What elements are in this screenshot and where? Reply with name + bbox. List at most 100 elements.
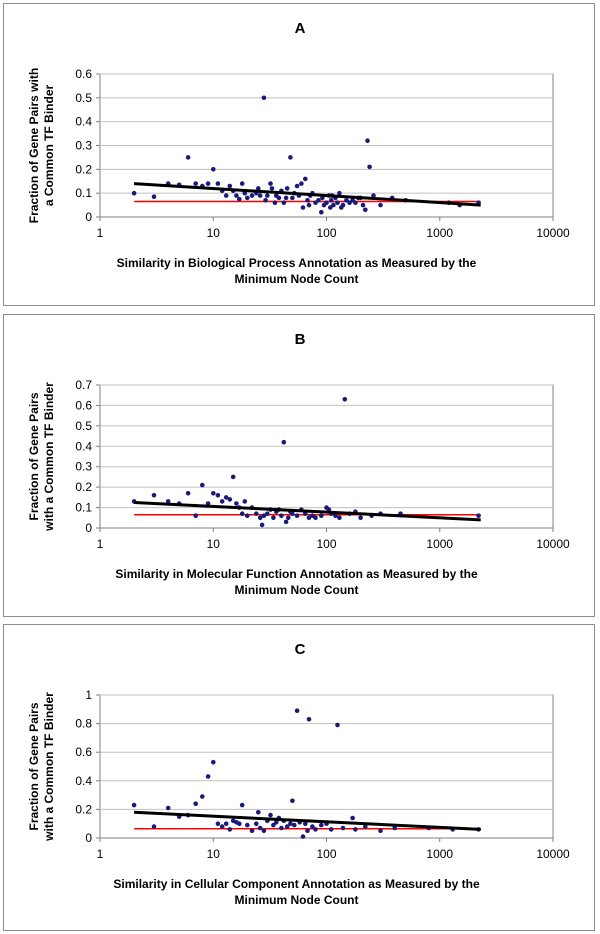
x-axis-label: Minimum Node Count	[235, 583, 359, 597]
data-point	[363, 824, 368, 829]
x-tick-label: 10	[207, 226, 221, 240]
y-axis-label: Fraction of Gene Pairs	[27, 392, 41, 520]
data-point	[290, 511, 295, 516]
x-tick-label: 1	[97, 226, 104, 240]
y-tick-label: 1	[85, 688, 92, 702]
data-point	[331, 202, 336, 208]
x-tick-label: 10000	[536, 226, 570, 240]
data-point	[185, 491, 191, 496]
data-point	[223, 193, 229, 198]
x-tick-label: 100	[316, 226, 336, 240]
y-tick-label: 0.4	[75, 439, 92, 453]
x-tick-label: 100	[316, 537, 336, 551]
trend-line	[133, 182, 481, 207]
y-tick-label: 0.6	[75, 398, 92, 412]
data-point	[200, 482, 205, 488]
data-point	[360, 202, 366, 208]
data-point	[265, 511, 270, 516]
data-point	[131, 802, 137, 808]
data-point	[215, 181, 221, 186]
data-point	[274, 820, 279, 825]
x-tick-label: 1	[97, 847, 104, 861]
data-point	[310, 824, 315, 829]
chart-c-svg: C 0 0.2 0.4 0.6 0.8 1 1 10 100 1000 10000 Fraction …	[27, 641, 570, 907]
data-point	[237, 196, 242, 202]
data-point	[371, 193, 376, 198]
data-point	[239, 181, 245, 186]
data-point	[254, 821, 259, 826]
data-point	[305, 828, 310, 834]
data-point	[215, 821, 221, 826]
data-point	[215, 493, 221, 498]
data-point	[313, 515, 318, 521]
data-point	[249, 828, 255, 834]
data-point	[319, 513, 324, 518]
data-point	[211, 491, 216, 496]
y-tick-label: 0.2	[75, 802, 92, 816]
data-point	[259, 522, 265, 528]
data-point	[230, 474, 236, 480]
data-point	[242, 499, 248, 504]
data-point	[300, 834, 306, 839]
data-point	[319, 209, 324, 215]
data-point	[271, 515, 276, 521]
x-tick-label: 10000	[536, 537, 570, 551]
data-point	[288, 821, 293, 826]
data-point	[476, 513, 481, 518]
data-point	[239, 802, 245, 808]
data-point	[211, 167, 216, 172]
data-point	[211, 759, 216, 765]
data-point	[245, 822, 250, 828]
y-tick-label: 0	[85, 831, 92, 845]
data-point	[337, 515, 342, 521]
data-point	[234, 501, 239, 506]
plot-area	[99, 694, 554, 839]
data-point	[234, 193, 239, 198]
y-tick-label: 0.3	[75, 460, 92, 474]
data-point	[151, 493, 157, 498]
data-point	[288, 155, 293, 160]
data-point	[286, 515, 291, 521]
y-axis-label: a Common TF Binder	[42, 85, 56, 207]
y-tick-label: 0	[85, 521, 92, 535]
data-point	[378, 202, 383, 208]
y-tick-label: 0.7	[75, 378, 92, 392]
data-point	[265, 193, 270, 198]
data-point	[335, 722, 340, 728]
data-point	[367, 164, 372, 170]
y-tick-label: 0.5	[75, 419, 92, 433]
data-point	[279, 513, 284, 518]
y-tick-label: 0.4	[75, 115, 92, 129]
data-point	[219, 824, 225, 829]
data-point	[261, 828, 267, 834]
data-point	[337, 190, 342, 196]
chart-c-plot: 0 0.2 0.4 0.6 0.8 1 1 10 100 1000 10000 Fraction of…	[27, 688, 570, 907]
data-point	[299, 181, 304, 186]
x-tick-label: 100	[316, 847, 336, 861]
x-tick-label: 1	[97, 537, 104, 551]
data-point	[353, 827, 358, 832]
data-point	[358, 515, 363, 521]
data-point	[284, 824, 290, 829]
data-point	[340, 825, 346, 831]
data-point	[392, 825, 398, 831]
x-tick-label: 10000	[536, 847, 570, 861]
data-point	[227, 183, 233, 189]
y-tick-label: 0.2	[75, 162, 92, 176]
data-point	[281, 200, 287, 205]
panel-letter-c: C	[295, 641, 306, 658]
x-axis-label: Similarity in Molecular Function Annotat…	[115, 567, 478, 581]
data-point	[294, 183, 300, 189]
chart-panel-b: B 0 0.1 0.2 0.3 0.4 0.5 0.6 0.7 1 10 100 1000 10000 F…	[3, 314, 595, 617]
x-tick-label: 1000	[426, 537, 453, 551]
data-point	[342, 397, 348, 402]
data-point	[378, 828, 383, 834]
data-point	[256, 810, 261, 815]
data-point	[300, 205, 306, 210]
data-point	[365, 138, 370, 143]
x-axis-label: Similarity in Biological Process Annotat…	[117, 256, 477, 270]
data-point	[294, 708, 300, 713]
data-point	[256, 186, 261, 191]
data-point	[306, 717, 312, 722]
data-point	[223, 821, 229, 826]
